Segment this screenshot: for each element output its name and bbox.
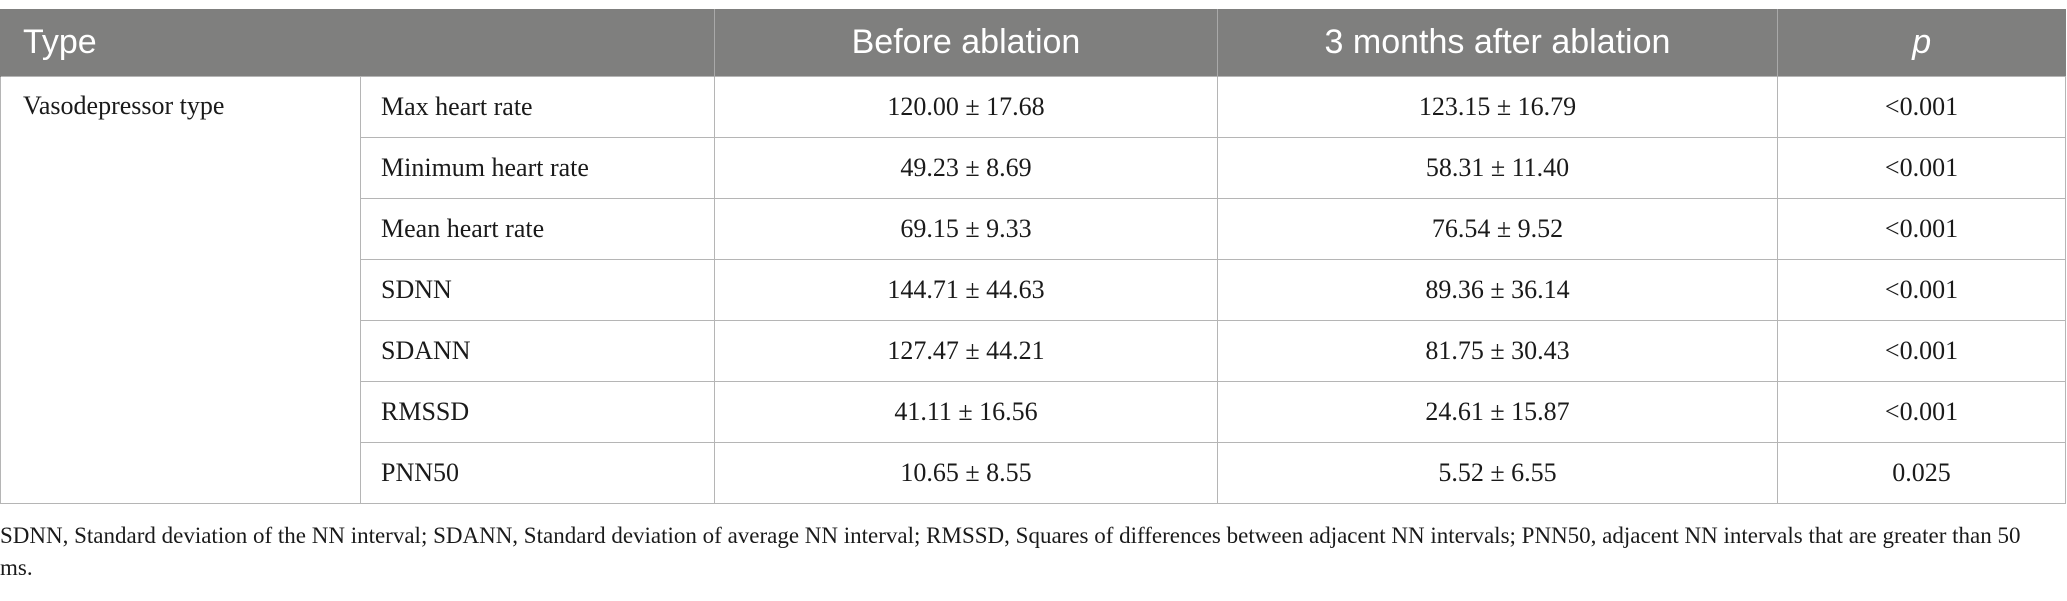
table-row: PNN50 10.65 ± 8.55 5.52 ± 6.55 0.025 — [1, 442, 2066, 504]
row-label: Mean heart rate — [360, 198, 715, 260]
cell-before: 120.00 ± 17.68 — [714, 76, 1218, 138]
header-after-ablation: 3 months after ablation — [1217, 9, 1778, 77]
cell-before: 144.71 ± 44.63 — [714, 259, 1218, 321]
row-label: SDNN — [360, 259, 715, 321]
group-label: Vasodepressor type — [0, 76, 361, 504]
cell-after: 81.75 ± 30.43 — [1217, 320, 1778, 382]
table-footnote: SDNN, Standard deviation of the NN inter… — [0, 523, 2021, 580]
table-row: Vasodepressor type Max heart rate 120.00… — [0, 76, 2066, 504]
table-header: Type Before ablation 3 months after abla… — [0, 9, 2066, 77]
cell-before: 41.11 ± 16.56 — [714, 381, 1218, 443]
cell-p: <0.001 — [1777, 198, 2066, 260]
cell-after: 5.52 ± 6.55 — [1217, 442, 1778, 504]
cell-before: 69.15 ± 9.33 — [714, 198, 1218, 260]
table-body: Vasodepressor type Max heart rate 120.00… — [0, 76, 2066, 504]
table-row: SDANN 127.47 ± 44.21 81.75 ± 30.43 <0.00… — [1, 320, 2066, 382]
header-p-value: p — [1777, 9, 2066, 77]
table-row: SDNN 144.71 ± 44.63 89.36 ± 36.14 <0.001 — [1, 259, 2066, 321]
cell-p: <0.001 — [1777, 320, 2066, 382]
cell-p: <0.001 — [1777, 76, 2066, 138]
table-row: RMSSD 41.11 ± 16.56 24.61 ± 15.87 <0.001 — [1, 381, 2066, 443]
header-row: Type Before ablation 3 months after abla… — [0, 9, 2066, 77]
cell-p: <0.001 — [1777, 137, 2066, 199]
row-label: SDANN — [360, 320, 715, 382]
cell-after: 123.15 ± 16.79 — [1217, 76, 1778, 138]
row-label: PNN50 — [360, 442, 715, 504]
data-table-container: Type Before ablation 3 months after abla… — [0, 9, 2067, 504]
cell-before: 10.65 ± 8.55 — [714, 442, 1218, 504]
cell-p: <0.001 — [1777, 259, 2066, 321]
hrv-table: Type Before ablation 3 months after abla… — [0, 9, 2066, 504]
cell-p: <0.001 — [1777, 381, 2066, 443]
cell-after: 24.61 ± 15.87 — [1217, 381, 1778, 443]
header-type: Type — [0, 9, 715, 77]
cell-after: 76.54 ± 9.52 — [1217, 198, 1778, 260]
row-label: Max heart rate — [360, 76, 715, 138]
header-before-ablation: Before ablation — [714, 9, 1218, 77]
cell-p: 0.025 — [1777, 442, 2066, 504]
row-label: Minimum heart rate — [360, 137, 715, 199]
cell-before: 127.47 ± 44.21 — [714, 320, 1218, 382]
cell-before: 49.23 ± 8.69 — [714, 137, 1218, 199]
cell-after: 58.31 ± 11.40 — [1217, 137, 1778, 199]
cell-after: 89.36 ± 36.14 — [1217, 259, 1778, 321]
row-label: RMSSD — [360, 381, 715, 443]
